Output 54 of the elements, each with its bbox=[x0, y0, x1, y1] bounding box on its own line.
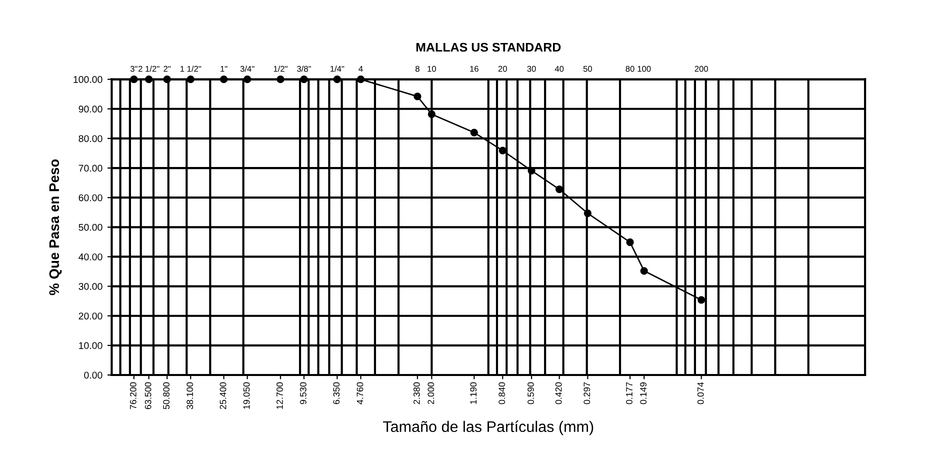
y-tick-label: 100.00 bbox=[74, 76, 102, 83]
x-tick-label: 0.840 bbox=[498, 382, 506, 404]
x-tick-label: 50.800 bbox=[163, 382, 170, 410]
y-axis-title: % Que Pasa en Peso bbox=[49, 159, 62, 296]
text: 3" bbox=[130, 66, 138, 72]
text: 50 bbox=[583, 66, 592, 72]
x-tick-label: 0.297 bbox=[584, 382, 590, 404]
text: 4 bbox=[358, 66, 363, 72]
x-tick-label: 63.500 bbox=[144, 382, 152, 410]
x-axis-title: Tamaño de las Partículas (mm) bbox=[383, 420, 594, 436]
x-tick-label: 2.000 bbox=[428, 382, 434, 404]
x-tick-label: 25.400 bbox=[220, 382, 226, 410]
text: 1 1/2" bbox=[180, 66, 202, 72]
text: 10 bbox=[428, 66, 436, 72]
y-tick-label: 40.00 bbox=[78, 253, 102, 260]
text: 30 bbox=[527, 66, 536, 72]
x-tick-label: 19.050 bbox=[243, 382, 250, 409]
y-tick-label: 90.00 bbox=[78, 106, 102, 113]
text: 200 bbox=[694, 66, 708, 72]
x-tick-label: 1.190 bbox=[470, 382, 477, 404]
x-tick-label: 0.074 bbox=[697, 382, 704, 404]
x-tick-label: 9.530 bbox=[300, 382, 306, 404]
x-tick-label: 38.100 bbox=[186, 382, 194, 410]
text: 8 bbox=[416, 66, 420, 72]
x-tick-label: 0.420 bbox=[555, 382, 562, 404]
y-tick-label: 50.00 bbox=[78, 224, 102, 231]
chart-title: MALLAS US STANDARD bbox=[416, 42, 561, 52]
x-tick-label: 76.200 bbox=[130, 382, 136, 410]
x-tick-label: 0.177 bbox=[626, 382, 632, 404]
y-tick-label: 0.00 bbox=[84, 372, 102, 379]
x-tick-label: 12.700 bbox=[276, 382, 283, 409]
y-tick-label: 10.00 bbox=[79, 342, 102, 350]
x-tick-label: 0.149 bbox=[640, 382, 647, 404]
y-tick-label: 60.00 bbox=[78, 194, 102, 202]
text: 40 bbox=[554, 66, 564, 72]
text: 1/4" bbox=[330, 66, 344, 72]
text: 80 bbox=[626, 66, 634, 72]
text: 2" bbox=[164, 66, 171, 72]
y-tick-label: 70.00 bbox=[78, 164, 102, 172]
x-tick-label: 0.590 bbox=[528, 382, 534, 404]
text: 1" bbox=[220, 66, 228, 72]
text: 100 bbox=[638, 66, 651, 72]
text: 20 bbox=[498, 66, 507, 72]
y-tick-label: 20.00 bbox=[78, 312, 102, 320]
y-tick-label: 30.00 bbox=[78, 283, 102, 290]
y-tick-label: 80.00 bbox=[78, 135, 102, 142]
text: 1/2" bbox=[274, 66, 288, 72]
x-tick-label: 2.380 bbox=[413, 382, 420, 404]
text: 16 bbox=[470, 66, 478, 72]
x-tick-label: 6.350 bbox=[333, 382, 340, 404]
text: 3/8" bbox=[297, 66, 311, 72]
x-tick-label: 4.760 bbox=[356, 382, 364, 404]
text: 3/4" bbox=[240, 66, 254, 72]
text: 2 1/2" bbox=[138, 66, 160, 72]
